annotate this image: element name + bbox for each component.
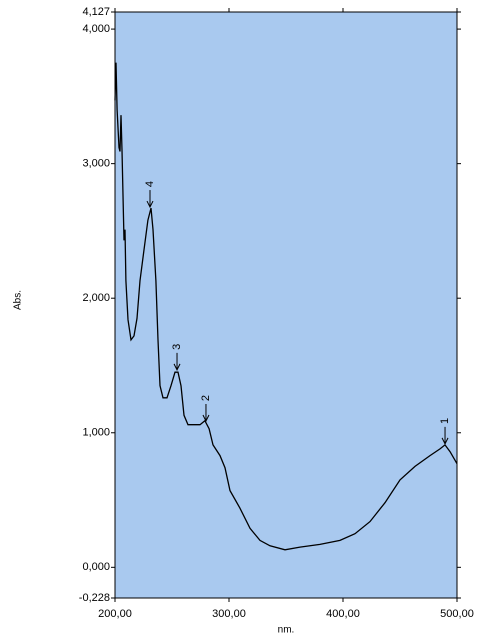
peak-arrow-head xyxy=(146,200,154,209)
peak-label: 3 xyxy=(171,344,183,350)
peak-label: 2 xyxy=(200,395,212,401)
x-tick-label: 400,00 xyxy=(326,608,360,620)
peak-label: 4 xyxy=(144,181,156,187)
x-tick-label: 500,00 xyxy=(440,608,474,620)
peak-arrow-head xyxy=(173,363,181,371)
y-tick-label: 2,000 xyxy=(82,292,110,304)
y-axis-label: Abs. xyxy=(13,290,24,310)
spectrum-line xyxy=(114,62,458,551)
x-tick-label: 200,00 xyxy=(98,608,132,620)
plot-area xyxy=(114,11,458,599)
peak-arrow-head xyxy=(441,437,449,445)
y-tick-label: 0,000 xyxy=(82,561,110,573)
y-tick-label: 4,000 xyxy=(82,23,110,35)
y-tick-label: 4,127 xyxy=(82,6,110,18)
y-tick-label: 3,000 xyxy=(82,158,110,170)
y-tick-label: 1,000 xyxy=(82,427,110,439)
peak-label: 1 xyxy=(439,418,451,424)
y-tick-label: -0,228 xyxy=(79,592,110,604)
x-axis-label: nm. xyxy=(278,625,295,636)
peak-arrow-head xyxy=(202,414,210,423)
x-tick-label: 300,00 xyxy=(212,608,246,620)
